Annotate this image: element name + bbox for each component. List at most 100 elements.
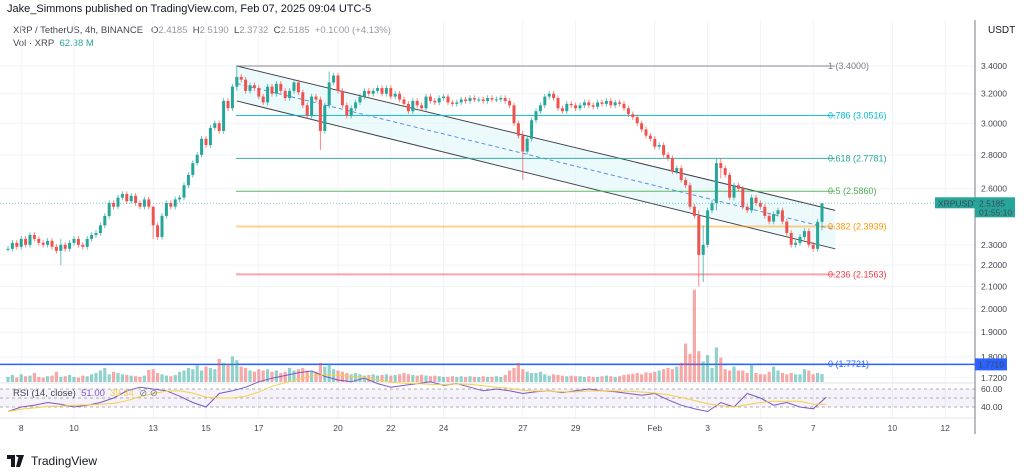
candle-body: [354, 102, 358, 109]
volume-bar: [318, 362, 322, 382]
volume-bar: [569, 375, 573, 382]
rsi-value: 51.00: [81, 388, 105, 399]
candle-body: [415, 100, 419, 106]
volume-bar: [618, 376, 622, 382]
volume-bar: [763, 374, 767, 382]
candle-body: [679, 168, 683, 181]
candle-body: [811, 244, 815, 249]
volume-bar: [191, 369, 195, 382]
volume-bar: [644, 372, 648, 382]
candle-body: [802, 231, 806, 237]
candle-body: [728, 174, 732, 198]
candle-body: [609, 100, 613, 106]
volume-bar: [380, 374, 384, 382]
volume-bar: [794, 374, 798, 382]
currency-label[interactable]: USDT: [988, 25, 1016, 36]
symbol-name[interactable]: XRP / TetherUS, 4h, BINANCE: [13, 25, 144, 36]
candle-body: [323, 105, 327, 131]
candle-body: [226, 100, 230, 109]
rsi-ma-line: [7, 374, 827, 412]
volume-bar: [81, 375, 85, 382]
fib-level-label: 0.786 (3.0516): [828, 110, 887, 120]
candle-body: [582, 102, 586, 106]
volume-bar: [393, 374, 397, 382]
candle-body: [662, 145, 666, 155]
volume-bar: [587, 376, 591, 382]
time-tick-label: 13: [148, 423, 158, 433]
price-tick-label: 3.2000: [981, 89, 1007, 99]
candle-body: [420, 105, 424, 109]
candle-body: [345, 105, 349, 116]
volume-bar: [204, 366, 208, 382]
candle-body: [112, 203, 116, 207]
candle-body: [90, 234, 94, 239]
volume-bar: [442, 376, 446, 382]
candle-body: [186, 174, 190, 186]
price-tick-label: 1.7200: [981, 373, 1007, 383]
volume-bar: [358, 374, 362, 382]
volume-bar: [15, 377, 19, 382]
volume-bar: [103, 367, 107, 382]
volume-bar: [688, 353, 692, 382]
candle-body: [406, 103, 410, 112]
candle-body: [587, 102, 591, 106]
volume-bar: [745, 373, 749, 382]
volume-bar: [521, 369, 525, 382]
candle-body: [151, 206, 155, 226]
candle-body: [789, 233, 793, 245]
volume-bar: [415, 375, 419, 382]
candle-body: [32, 234, 36, 239]
candle-body: [433, 100, 437, 103]
candle-body: [24, 238, 28, 245]
candle-body: [477, 99, 481, 101]
volume-bar: [296, 369, 300, 382]
candle-body: [362, 90, 366, 97]
horizontal-line-label: 1.7710: [978, 359, 1004, 369]
volume-bar: [433, 375, 437, 382]
candle-body: [235, 76, 239, 87]
candle-body: [754, 197, 758, 204]
volume-bar: [472, 376, 476, 382]
candle-body: [714, 163, 718, 204]
time-tick-label: 10: [69, 423, 79, 433]
candle-body: [6, 248, 10, 250]
candle-body: [684, 180, 688, 186]
candle-body: [820, 203, 824, 222]
volume-bar: [274, 370, 278, 382]
candle-body: [455, 102, 459, 104]
volume-bar: [292, 370, 296, 382]
volume-bar: [560, 375, 564, 382]
candle-body: [204, 138, 208, 146]
candle-body: [54, 246, 58, 251]
candle-body: [230, 86, 234, 109]
candle-body: [459, 99, 463, 103]
hidden-icon[interactable]: ⊘ ⊘: [139, 388, 158, 399]
candle-body: [710, 203, 714, 211]
volume-bar: [710, 367, 714, 382]
volume-bar: [222, 362, 226, 382]
candle-body: [499, 98, 503, 100]
candle-body: [547, 93, 551, 97]
volume-bar: [54, 371, 58, 382]
volume-bar: [252, 371, 256, 382]
volume-bar: [248, 370, 252, 382]
volume-bar: [591, 376, 595, 382]
fib-level-label: 0.382 (2.3939): [828, 222, 887, 232]
candle-body: [494, 99, 498, 101]
candle-body: [411, 100, 415, 112]
price-tick-label: 2.1000: [981, 281, 1007, 291]
candle-body: [530, 120, 534, 139]
symbol-tag-label: XRPUSDT: [938, 198, 979, 208]
volume-bar: [147, 369, 151, 382]
volume-bar: [68, 374, 72, 382]
volume-bar: [314, 371, 318, 382]
candle-body: [543, 96, 547, 106]
volume-bar: [37, 376, 41, 382]
fib-level-label: 0.618 (2.7781): [828, 153, 887, 163]
candle-body: [37, 238, 41, 243]
candle-body: [767, 215, 771, 222]
volume-bar: [776, 370, 780, 382]
time-tick-label: 27: [518, 423, 528, 433]
rsi-tick-label: 40.00: [981, 402, 1003, 412]
